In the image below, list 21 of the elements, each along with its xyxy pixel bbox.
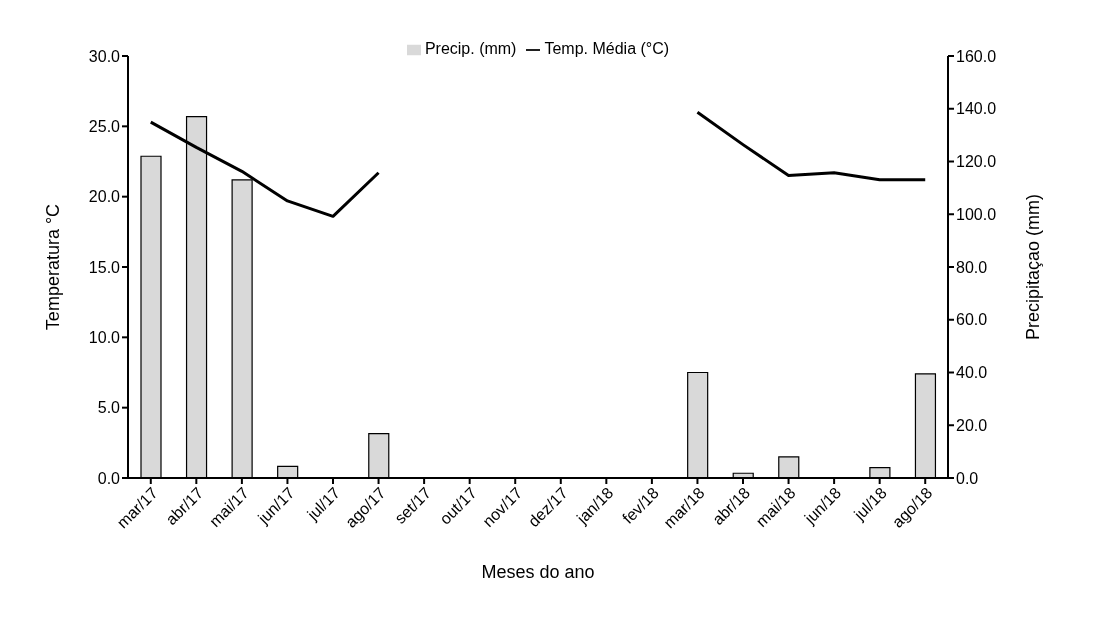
y2-tick-label: 100.0 [956, 205, 997, 223]
legend-label: Precip. (mm) [424, 40, 517, 57]
y-tick-label: 30.0 [88, 47, 121, 65]
y-tick-label: 25.0 [88, 118, 121, 136]
legend-label: Temp. Média (°C) [544, 40, 670, 57]
y-tick-label: 20.0 [88, 188, 121, 206]
y2-tick-label: 160.0 [956, 47, 997, 65]
y2-tick-label: 0.0 [956, 469, 979, 487]
y2-axis-title: Precipitaçao (mm) [1023, 193, 1044, 341]
y2-tick-label: 140.0 [956, 100, 997, 118]
y2-tick-label: 20.0 [956, 416, 988, 434]
y2-tick-label: 80.0 [956, 258, 988, 276]
y-tick-label: 10.0 [88, 329, 121, 347]
y-tick-label: 0.0 [97, 469, 121, 487]
y-tick-label: 5.0 [97, 399, 121, 417]
y2-tick-label: 120.0 [956, 153, 997, 171]
y-axis-title: Temperatura °C [43, 203, 64, 331]
y2-tick-label: 60.0 [956, 311, 988, 329]
y-tick-label: 15.0 [88, 258, 121, 276]
x-axis-title: Meses do ano [481, 562, 595, 582]
y2-tick-label: 40.0 [956, 364, 988, 382]
